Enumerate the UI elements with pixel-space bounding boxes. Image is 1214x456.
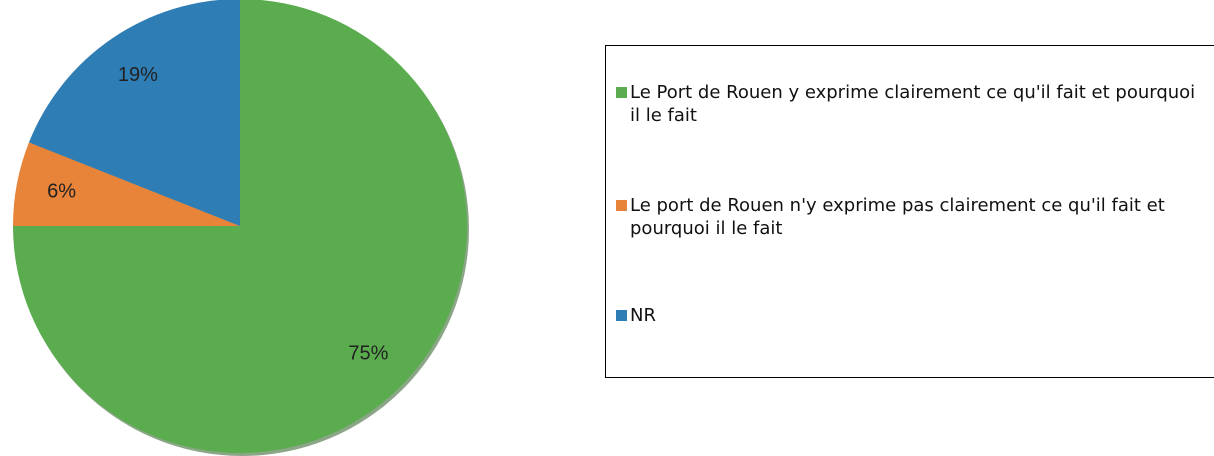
pie-slice (13, 0, 467, 453)
legend-item: Le port de Rouen n'y exprime pas clairem… (616, 194, 1210, 240)
legend-label: Le Port de Rouen y exprime clairement ce… (630, 82, 1196, 126)
legend-swatch (616, 310, 627, 321)
data-label: 75% (348, 343, 388, 365)
pie-slice (13, 142, 240, 226)
pie-slice (28, 0, 240, 226)
data-label: 19% (118, 64, 158, 86)
legend-swatch (616, 200, 627, 211)
legend-item: NR (616, 304, 1210, 327)
legend-label: Le port de Rouen n'y exprime pas clairem… (630, 195, 1165, 239)
legend-swatch (616, 87, 627, 98)
legend-item: Le Port de Rouen y exprime clairement ce… (616, 81, 1210, 127)
legend-label: NR (630, 305, 656, 326)
legend: Le Port de Rouen y exprime clairement ce… (605, 45, 1214, 378)
data-label: 6% (47, 180, 76, 202)
